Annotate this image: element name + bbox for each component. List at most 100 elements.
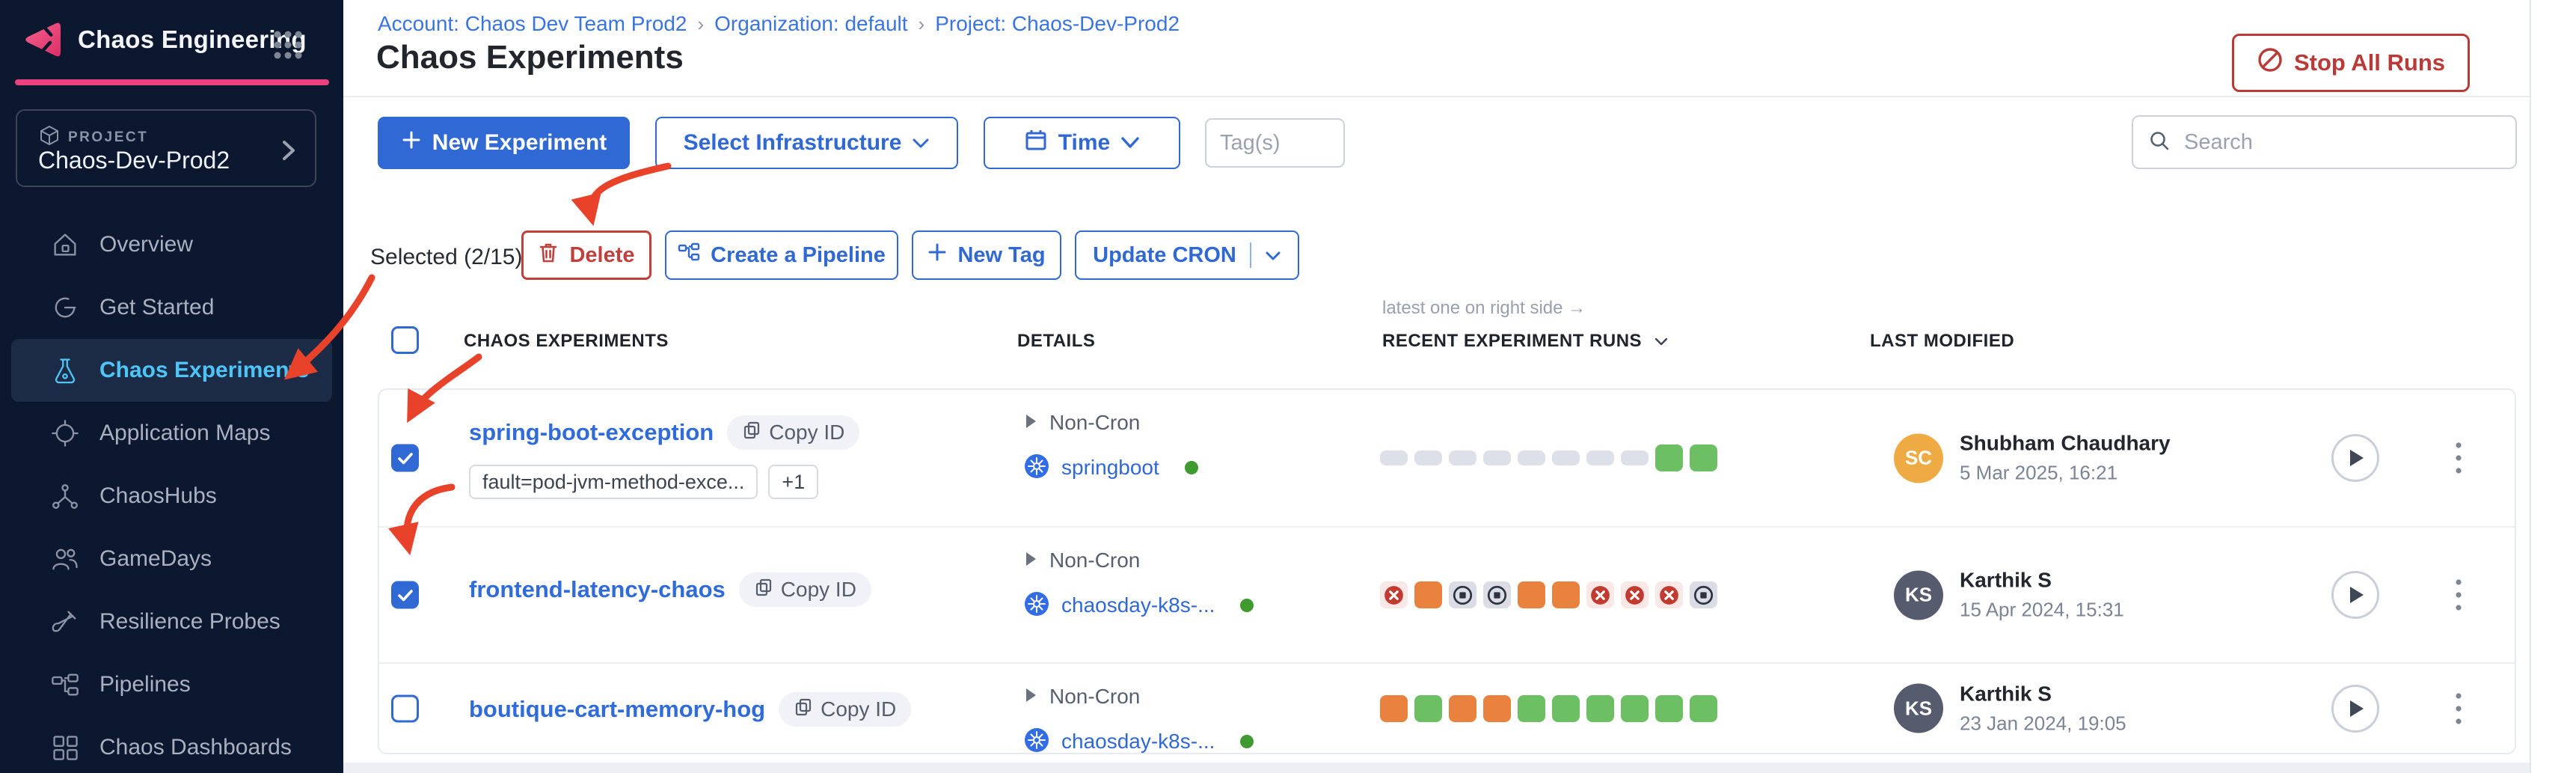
run-status-orange[interactable]: [1414, 581, 1442, 608]
run-status-red-x[interactable]: [1586, 581, 1614, 608]
tag-chip[interactable]: +1: [768, 465, 819, 499]
breadcrumb-organization[interactable]: Organization: default: [714, 12, 908, 35]
run-status-gray[interactable]: [1380, 450, 1408, 465]
row-checkbox[interactable]: [391, 694, 419, 722]
modified-date: 23 Jan 2024, 19:05: [1960, 712, 2126, 734]
run-status-green[interactable]: [1414, 694, 1442, 722]
expand-triangle-icon[interactable]: [1024, 687, 1037, 707]
cron-type: Non-Cron: [1049, 685, 1141, 708]
run-status-green[interactable]: [1621, 694, 1649, 722]
run-status-orange[interactable]: [1380, 694, 1408, 722]
sidebar-item-gamedays[interactable]: GameDays: [11, 528, 332, 590]
run-status-gray[interactable]: [1586, 450, 1614, 465]
run-status-gray[interactable]: [1621, 450, 1649, 465]
chevron-down-icon: [1265, 243, 1281, 268]
sidebar-item-chaos-experiments[interactable]: Chaos Experiments: [11, 339, 332, 402]
stop-all-runs-button[interactable]: Stop All Runs: [2231, 34, 2470, 92]
run-status-gray[interactable]: [1449, 450, 1476, 465]
sidebar-item-application-maps[interactable]: Application Maps: [11, 402, 332, 465]
sidebar-item-get-started[interactable]: Get Started: [11, 276, 332, 339]
run-status-orange[interactable]: [1518, 581, 1545, 608]
time-filter-dropdown[interactable]: Time: [984, 117, 1180, 169]
tags-filter-input[interactable]: [1205, 118, 1345, 168]
app-grid-icon[interactable]: [272, 28, 304, 65]
new-experiment-button[interactable]: New Experiment: [378, 117, 630, 169]
infrastructure-link[interactable]: chaosday-k8s-...: [1061, 593, 1215, 617]
recent-runs[interactable]: [1380, 664, 1717, 753]
modified-date: 5 Mar 2025, 16:21: [1960, 461, 2118, 484]
search-input[interactable]: [2183, 129, 2500, 156]
cron-type: Non-Cron: [1049, 411, 1141, 434]
run-status-gray[interactable]: [1483, 450, 1511, 465]
delete-button[interactable]: Delete: [521, 230, 651, 280]
run-status-orange[interactable]: [1449, 694, 1476, 722]
row-menu-button[interactable]: [2444, 686, 2474, 731]
recent-runs[interactable]: [1380, 528, 1717, 662]
project-selector[interactable]: PROJECT Chaos-Dev-Prod2: [16, 109, 316, 187]
breadcrumb-account[interactable]: Account: Chaos Dev Team Prod2: [378, 12, 687, 35]
run-status-stop[interactable]: [1449, 581, 1476, 608]
select-all-checkbox[interactable]: [391, 326, 419, 354]
run-status-orange[interactable]: [1483, 694, 1511, 722]
run-status-stop[interactable]: [1483, 581, 1511, 608]
table-bottom-strip: [343, 763, 2530, 773]
copy-id-button[interactable]: Copy ID: [727, 415, 860, 450]
run-experiment-button[interactable]: [2331, 684, 2379, 733]
experiment-name-link[interactable]: boutique-cart-memory-hog: [469, 696, 766, 722]
sidebar-item-chaoshubs[interactable]: ChaosHubs: [11, 465, 332, 528]
run-experiment-button[interactable]: [2331, 434, 2379, 482]
run-status-green[interactable]: [1552, 694, 1580, 722]
copy-id-button[interactable]: Copy ID: [738, 572, 871, 607]
run-status-gray[interactable]: [1414, 450, 1442, 465]
select-infrastructure-dropdown[interactable]: Select Infrastructure: [655, 117, 958, 169]
experiments-table: spring-boot-exception Copy ID fault=pod-…: [378, 388, 2516, 754]
row-menu-button[interactable]: [2444, 436, 2474, 480]
copy-id-button[interactable]: Copy ID: [779, 692, 912, 727]
run-status-orange[interactable]: [1552, 581, 1580, 608]
sidebar-item-pipelines[interactable]: Pipelines: [11, 653, 332, 716]
run-status-red-x[interactable]: [1621, 581, 1649, 608]
chevron-down-icon: [912, 130, 930, 156]
module-title: Chaos Engineering: [78, 25, 307, 53]
sidebar-item-overview[interactable]: Overview: [11, 213, 332, 276]
run-status-green[interactable]: [1655, 444, 1683, 471]
table-row: spring-boot-exception Copy ID fault=pod-…: [379, 390, 2515, 526]
experiment-name-link[interactable]: frontend-latency-chaos: [469, 576, 726, 602]
trash-icon: [538, 241, 559, 269]
kubernetes-icon: [1024, 591, 1049, 620]
breadcrumb: Account: Chaos Dev Team Prod2 › Organiza…: [378, 12, 1180, 36]
create-pipeline-button[interactable]: Create a Pipeline: [665, 230, 898, 280]
run-status-green[interactable]: [1586, 694, 1614, 722]
expand-triangle-icon[interactable]: [1024, 413, 1037, 433]
button-divider: [1249, 242, 1251, 268]
new-tag-button[interactable]: New Tag: [912, 230, 1061, 280]
run-status-green[interactable]: [1655, 694, 1683, 722]
sidebar-item-chaos-dashboards[interactable]: Chaos Dashboards: [11, 716, 332, 773]
row-menu-button[interactable]: [2444, 572, 2474, 617]
table-row: boutique-cart-memory-hog Copy ID: [379, 662, 2515, 753]
col-header-recent-runs[interactable]: RECENT EXPERIMENT RUNS: [1382, 331, 1668, 352]
infrastructure-link[interactable]: chaosday-k8s-...: [1061, 730, 1215, 753]
run-status-red-x[interactable]: [1380, 581, 1408, 608]
sidebar-item-resilience-probes[interactable]: Resilience Probes: [11, 590, 332, 653]
recent-runs[interactable]: [1380, 390, 1717, 526]
sidebar: Chaos Engineering PROJECT Chaos-Dev-Pr: [0, 0, 343, 773]
run-status-green[interactable]: [1518, 694, 1545, 722]
infra-status-dot: [1184, 461, 1198, 474]
experiment-name-link[interactable]: spring-boot-exception: [469, 419, 714, 445]
run-status-green[interactable]: [1690, 694, 1717, 722]
expand-triangle-icon[interactable]: [1024, 551, 1037, 571]
tag-chip[interactable]: fault=pod-jvm-method-exce...: [469, 465, 758, 499]
breadcrumb-project[interactable]: Project: Chaos-Dev-Prod2: [935, 12, 1180, 35]
tag-chips[interactable]: fault=pod-jvm-method-exce... +1: [469, 465, 859, 499]
run-status-stop[interactable]: [1690, 581, 1717, 608]
run-status-gray[interactable]: [1552, 450, 1580, 465]
run-status-green[interactable]: [1690, 444, 1717, 471]
run-status-gray[interactable]: [1518, 450, 1545, 465]
infrastructure-link[interactable]: springboot: [1061, 456, 1159, 479]
run-experiment-button[interactable]: [2331, 571, 2379, 619]
row-checkbox[interactable]: [391, 444, 419, 472]
update-cron-button[interactable]: Update CRON: [1075, 230, 1299, 280]
run-status-red-x[interactable]: [1655, 581, 1683, 608]
row-checkbox[interactable]: [391, 581, 419, 609]
